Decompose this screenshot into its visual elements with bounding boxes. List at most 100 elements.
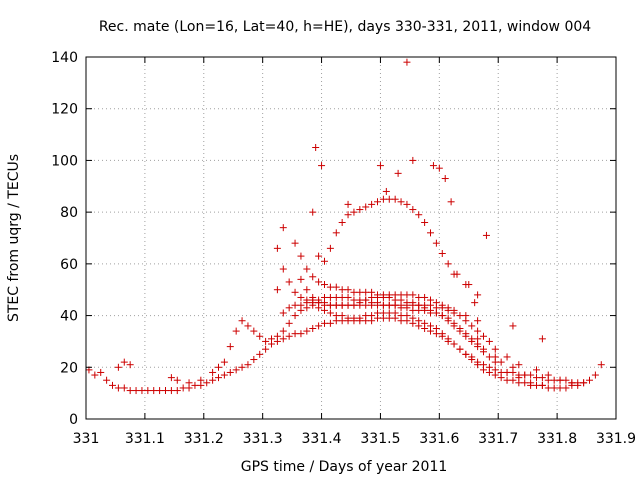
data-point [350, 288, 358, 296]
data-point [444, 260, 452, 268]
data-point [109, 381, 116, 389]
data-point [238, 363, 246, 371]
data-point [326, 293, 334, 301]
data-point [344, 293, 352, 301]
data-point [303, 286, 311, 294]
y-tick-label: 60 [60, 257, 78, 273]
data-point [379, 291, 387, 299]
data-point [315, 252, 323, 260]
data-point [450, 306, 458, 314]
data-point [441, 175, 449, 183]
data-point [356, 301, 364, 309]
data-point [474, 343, 482, 351]
data-points [85, 58, 605, 395]
data-point [427, 322, 434, 330]
data-point [150, 387, 158, 395]
x-tick-label: 331.4 [302, 431, 342, 447]
data-point [597, 361, 605, 369]
data-point [321, 319, 328, 327]
data-point [209, 376, 217, 384]
data-point [291, 288, 299, 296]
y-axis-title: STEC from uqrg / TECUs [6, 154, 22, 322]
data-point [503, 353, 511, 361]
data-point [309, 273, 317, 281]
data-point [556, 376, 564, 384]
data-point [538, 381, 546, 389]
data-point [456, 312, 464, 320]
data-point [326, 244, 334, 252]
data-point [368, 312, 376, 320]
data-point [503, 368, 511, 376]
data-point [415, 293, 423, 301]
data-point [321, 281, 328, 289]
data-point [391, 195, 399, 203]
data-point [538, 374, 546, 382]
data-point [344, 286, 352, 294]
data-point [315, 278, 323, 286]
data-point [291, 301, 299, 309]
data-point [550, 384, 558, 392]
data-point [303, 296, 311, 304]
data-point [362, 301, 370, 309]
data-point [474, 317, 482, 325]
x-tick-label: 331.3 [243, 431, 283, 447]
data-point [203, 379, 211, 387]
x-tick-label: 331.2 [184, 431, 224, 447]
data-point [397, 198, 405, 206]
data-point [315, 299, 323, 307]
data-point [338, 286, 346, 294]
data-point [521, 379, 529, 387]
data-point [409, 291, 417, 299]
data-point [509, 322, 517, 330]
data-point [326, 309, 334, 317]
data-point [421, 293, 429, 301]
data-point [156, 387, 164, 395]
data-point [385, 301, 393, 309]
data-point [515, 361, 523, 369]
data-point [179, 384, 187, 392]
data-point [544, 384, 552, 392]
data-point [456, 345, 464, 353]
y-tick-labels: 0 20 40 60 80 100 120 140 [51, 50, 78, 428]
data-point [397, 312, 405, 320]
data-point [403, 58, 411, 66]
data-point [297, 330, 305, 338]
data-point [544, 371, 552, 379]
y-tick-label: 100 [51, 153, 78, 169]
data-point [376, 162, 384, 170]
data-point [291, 312, 299, 320]
data-point [362, 312, 370, 320]
data-point [453, 270, 461, 278]
data-point [415, 301, 423, 309]
data-point [297, 252, 305, 260]
data-point [318, 162, 326, 170]
data-point [374, 301, 381, 309]
data-point [350, 314, 358, 322]
data-point [126, 387, 134, 395]
data-point [326, 301, 334, 309]
data-point [480, 348, 487, 356]
data-point [574, 379, 582, 387]
data-point [232, 366, 240, 374]
data-point [409, 156, 417, 164]
data-point [403, 312, 411, 320]
data-point [394, 169, 402, 177]
data-point [429, 162, 437, 170]
data-point [238, 317, 246, 325]
data-point [491, 345, 499, 353]
data-point [533, 374, 540, 382]
data-point [226, 343, 234, 351]
data-point [465, 281, 473, 289]
data-point [362, 288, 370, 296]
data-point [338, 293, 346, 301]
data-point [114, 363, 122, 371]
data-point [515, 374, 523, 382]
data-point [368, 288, 376, 296]
data-point [491, 358, 499, 366]
data-point [185, 379, 193, 387]
data-point [321, 301, 328, 309]
data-point [462, 332, 470, 340]
data-point [344, 211, 352, 219]
data-point [103, 376, 111, 384]
data-point [382, 187, 390, 195]
